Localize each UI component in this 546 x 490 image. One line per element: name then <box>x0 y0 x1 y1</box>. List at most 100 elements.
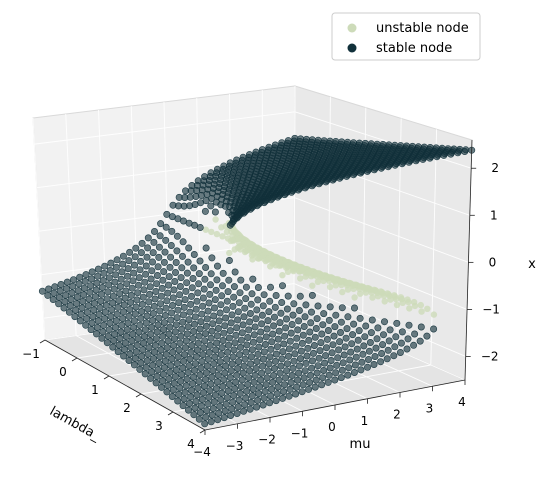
stable-node-point <box>185 362 193 370</box>
unstable-node-point <box>391 292 398 299</box>
stable-node-point <box>325 316 333 324</box>
stable-node-point <box>197 318 205 326</box>
stable-node-point <box>97 297 105 305</box>
unstable-node-point <box>323 275 331 282</box>
unstable-node-point <box>283 264 290 271</box>
stable-node-point <box>83 315 91 323</box>
unstable-node-point <box>310 271 317 279</box>
stable-node-point <box>220 329 228 337</box>
stable-node-point <box>92 286 100 294</box>
stable-node-point <box>260 348 268 356</box>
unstable-node-point <box>404 296 411 303</box>
y-tick-label: −3 <box>226 439 244 453</box>
stable-node-point <box>179 318 187 326</box>
stable-node-point <box>287 378 295 386</box>
stable-node-point <box>175 299 183 307</box>
stable-node-point <box>349 331 357 339</box>
stable-node-point <box>112 317 120 325</box>
stable-node-point <box>83 308 91 316</box>
stable-node-point <box>70 276 78 284</box>
stable-node-point <box>160 268 168 276</box>
stable-node-point <box>180 395 188 403</box>
stable-node-point <box>314 362 322 370</box>
stable-node-point <box>340 351 348 359</box>
stable-node-point <box>144 234 152 242</box>
stable-node-point <box>182 344 190 352</box>
stable-node-point <box>270 371 278 379</box>
stable-node-point <box>266 353 274 361</box>
stable-node-point <box>227 411 235 419</box>
stable-node-point <box>79 297 87 305</box>
stable-node-point <box>329 176 337 184</box>
stable-node-point <box>159 370 167 378</box>
unstable-node-point <box>202 226 209 233</box>
stable-node-point <box>344 313 352 321</box>
stable-node-point <box>301 184 309 192</box>
stable-node-point <box>136 365 144 373</box>
stable-node-point <box>214 371 222 379</box>
stable-node-point <box>168 355 176 363</box>
stable-node-point <box>183 279 191 287</box>
stable-node-point <box>404 335 412 343</box>
stable-node-point <box>191 313 199 321</box>
stable-node-point <box>100 269 108 277</box>
stable-node-point <box>325 371 333 379</box>
stable-node-point <box>201 337 209 345</box>
stable-node-point <box>205 299 213 307</box>
stable-node-point <box>179 402 187 410</box>
stable-node-point <box>38 287 46 295</box>
stable-node-point <box>337 374 345 382</box>
stable-node-point <box>225 341 233 349</box>
stable-node-point <box>263 374 271 382</box>
stable-node-point <box>146 290 154 298</box>
stable-node-point <box>94 272 102 280</box>
stable-node-point <box>109 299 117 307</box>
stable-node-point <box>222 362 230 370</box>
stable-node-point <box>280 388 288 396</box>
stable-node-point <box>368 316 376 324</box>
stable-node-point <box>223 297 231 305</box>
stable-node-point <box>195 332 203 340</box>
x-tick-label: 1 <box>91 383 99 397</box>
stable-node-point <box>103 295 111 303</box>
y-tick-label: −4 <box>193 445 211 459</box>
stable-node-point <box>171 277 179 285</box>
stable-node-point <box>307 371 315 379</box>
stable-node-point <box>384 163 392 171</box>
stable-node-point <box>272 350 280 358</box>
stable-node-point <box>315 180 323 188</box>
y-tick-label: −1 <box>291 426 309 440</box>
legend: unstable node stable node <box>331 12 481 61</box>
unstable-node-point <box>276 262 283 269</box>
stable-node-point <box>377 164 385 172</box>
stable-node-point <box>198 310 206 318</box>
stable-node-point <box>85 295 93 303</box>
stable-node-point <box>247 360 255 368</box>
stable-node-point <box>189 274 197 282</box>
stable-node-point <box>113 256 121 264</box>
stable-node-point <box>169 348 177 356</box>
stable-node-point <box>157 346 165 354</box>
stable-node-point <box>292 390 300 398</box>
stable-node-point <box>105 274 113 282</box>
stable-node-point <box>76 317 84 325</box>
stable-node-point <box>315 354 323 362</box>
grid-line-x-right <box>294 197 469 263</box>
stable-node-point <box>302 301 310 309</box>
stable-node-point <box>174 353 182 361</box>
stable-node-point <box>275 327 283 335</box>
stable-node-point <box>211 304 219 312</box>
stable-node-point <box>117 328 125 336</box>
stable-node-point <box>397 339 405 347</box>
stable-node-point <box>247 205 255 213</box>
stable-node-point <box>102 301 110 309</box>
stable-node-point <box>124 272 132 280</box>
unstable-node-point <box>314 278 322 285</box>
stable-node-point <box>82 271 90 279</box>
stable-node-point <box>220 376 228 384</box>
stable-node-point <box>357 366 365 374</box>
stable-node-point <box>84 302 92 310</box>
stable-node-point <box>356 314 364 322</box>
stable-node-point <box>73 300 81 308</box>
stable-node-point <box>210 360 218 368</box>
